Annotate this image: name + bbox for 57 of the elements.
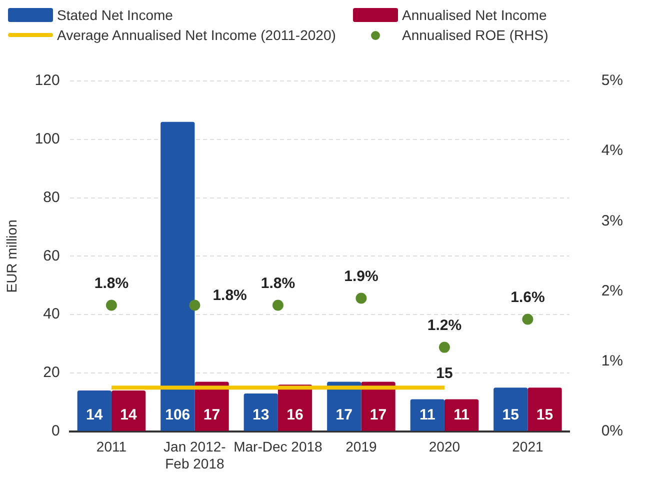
point bbox=[106, 300, 117, 311]
bar bbox=[160, 122, 195, 431]
data-label: 17 bbox=[370, 406, 387, 424]
point bbox=[356, 292, 367, 304]
y2-tick-label: 0% bbox=[601, 422, 624, 440]
legend-label: Annualised Net Income bbox=[402, 7, 547, 23]
data-label: 11 bbox=[454, 406, 470, 424]
data-label: 14 bbox=[120, 406, 138, 424]
y-tick-label: 100 bbox=[34, 130, 60, 148]
data-label: 13 bbox=[252, 406, 270, 424]
x-tick-label: 2011 bbox=[96, 438, 127, 455]
legend-label: Stated Net Income bbox=[57, 7, 173, 23]
bar bbox=[111, 390, 146, 431]
bar bbox=[410, 399, 444, 431]
data-label: 1.8% bbox=[212, 286, 247, 304]
y-tick-label: 0 bbox=[51, 422, 60, 440]
y-axis-title: EUR million bbox=[3, 220, 20, 293]
bar bbox=[77, 390, 112, 431]
y-tick-label: 80 bbox=[43, 188, 60, 206]
data-label: 15 bbox=[436, 365, 453, 382]
data-label: 1.8% bbox=[94, 274, 129, 292]
data-label: 1.2% bbox=[427, 316, 462, 334]
data-label: 1.9% bbox=[344, 268, 378, 285]
point bbox=[438, 342, 450, 353]
point bbox=[272, 300, 284, 311]
data-label: 1.8% bbox=[260, 274, 296, 292]
bar bbox=[528, 388, 562, 431]
x-tick-label: Mar-Dec 2018 bbox=[234, 438, 323, 455]
data-label: 106 bbox=[165, 406, 190, 424]
y2-tick-label: 3% bbox=[601, 212, 624, 230]
bar bbox=[444, 399, 479, 431]
data-label: 11 bbox=[419, 406, 436, 424]
x-tick-label: 2020 bbox=[428, 438, 460, 455]
x-tick-label: Jan 2012-Feb 2018 bbox=[164, 438, 226, 472]
point bbox=[522, 314, 534, 325]
legend-label: Annualised ROE (RHS) bbox=[402, 27, 548, 43]
y2-tick-label: 4% bbox=[601, 142, 624, 160]
bar bbox=[244, 393, 278, 431]
x-tick-label: 2021 bbox=[512, 438, 544, 455]
y2-tick-label: 2% bbox=[601, 282, 624, 300]
bar bbox=[494, 388, 528, 431]
y-tick-label: 20 bbox=[43, 364, 60, 382]
data-label: 15 bbox=[536, 406, 554, 424]
x-tick-label: 2019 bbox=[346, 438, 377, 455]
legend-label: Average Annualised Net Income (2011-2020) bbox=[57, 27, 336, 43]
data-label: 17 bbox=[336, 406, 352, 424]
y2-tick-label: 5% bbox=[601, 72, 624, 90]
point bbox=[189, 300, 200, 311]
y-tick-label: 120 bbox=[34, 72, 60, 90]
data-label: 16 bbox=[286, 406, 304, 424]
y-tick-label: 40 bbox=[43, 306, 60, 323]
data-label: 15 bbox=[502, 406, 519, 424]
data-label: 17 bbox=[203, 406, 220, 424]
data-label: 1.6% bbox=[510, 288, 545, 306]
y-tick-label: 60 bbox=[43, 247, 60, 264]
data-label: 14 bbox=[86, 406, 104, 424]
y2-tick-label: 1% bbox=[601, 352, 624, 370]
